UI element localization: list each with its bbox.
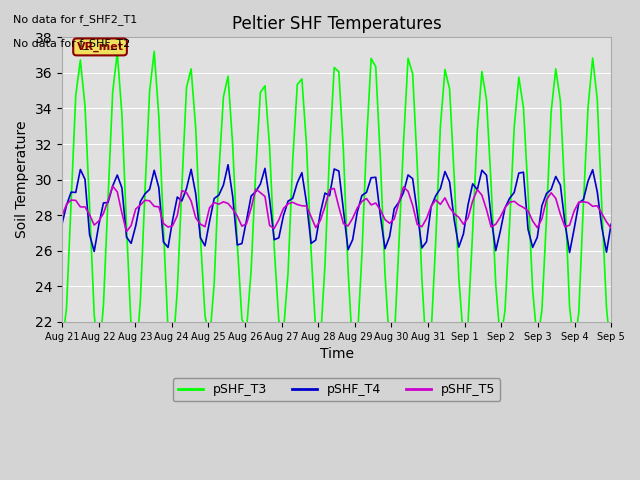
Text: No data for f_SHF_T2: No data for f_SHF_T2	[13, 38, 130, 49]
pSHF_T3	[182, 84, 190, 90]
pSHF_T3	[501, 308, 509, 314]
Title: Peltier SHF Temperatures: Peltier SHF Temperatures	[232, 15, 442, 33]
pSHF_T5	[445, 204, 453, 210]
Line: pSHF_T3: pSHF_T3	[62, 51, 611, 362]
pSHF_T4	[497, 228, 504, 234]
pSHF_T3	[445, 86, 453, 92]
Y-axis label: Soil Temperature: Soil Temperature	[15, 121, 29, 239]
pSHF_T5	[501, 205, 509, 211]
pSHF_T5	[598, 211, 605, 216]
pSHF_T3	[607, 352, 615, 358]
pSHF_T4	[598, 225, 605, 231]
Text: VR_met: VR_met	[77, 42, 124, 52]
pSHF_T4	[173, 194, 181, 200]
pSHF_T5	[372, 200, 380, 206]
pSHF_T4	[224, 162, 232, 168]
pSHF_T4	[367, 175, 375, 180]
pSHF_T5	[109, 183, 116, 189]
pSHF_T5	[607, 225, 615, 231]
pSHF_T5	[58, 213, 66, 219]
pSHF_T3	[132, 360, 140, 365]
pSHF_T3	[598, 205, 605, 211]
pSHF_T3	[372, 64, 380, 70]
pSHF_T4	[58, 222, 66, 228]
Line: pSHF_T5: pSHF_T5	[62, 186, 611, 231]
pSHF_T3	[215, 170, 223, 176]
pSHF_T4	[205, 218, 213, 224]
pSHF_T3	[58, 344, 66, 350]
pSHF_T4	[607, 221, 615, 227]
pSHF_T5	[123, 228, 131, 234]
Text: No data for f_SHF2_T1: No data for f_SHF2_T1	[13, 14, 137, 25]
Line: pSHF_T4: pSHF_T4	[62, 165, 611, 252]
pSHF_T4	[441, 168, 449, 174]
pSHF_T5	[215, 201, 223, 207]
pSHF_T4	[566, 250, 573, 255]
pSHF_T3	[150, 48, 158, 54]
pSHF_T5	[182, 190, 190, 195]
X-axis label: Time: Time	[319, 347, 353, 361]
Legend: pSHF_T3, pSHF_T4, pSHF_T5: pSHF_T3, pSHF_T4, pSHF_T5	[173, 378, 500, 401]
